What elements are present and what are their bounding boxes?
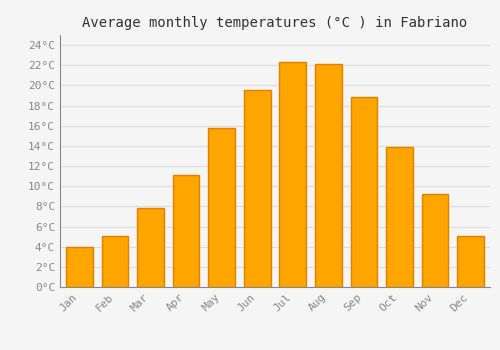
Title: Average monthly temperatures (°C ) in Fabriano: Average monthly temperatures (°C ) in Fa… [82, 16, 468, 30]
Bar [422, 194, 448, 287]
Bar [138, 208, 164, 287]
Bar [280, 62, 306, 287]
Bar [386, 147, 412, 287]
Bar [315, 64, 342, 287]
Bar [208, 128, 235, 287]
Bar [173, 175, 200, 287]
Bar [457, 236, 484, 287]
Bar [350, 98, 377, 287]
Bar [66, 247, 93, 287]
Bar [102, 236, 128, 287]
Bar [244, 90, 270, 287]
